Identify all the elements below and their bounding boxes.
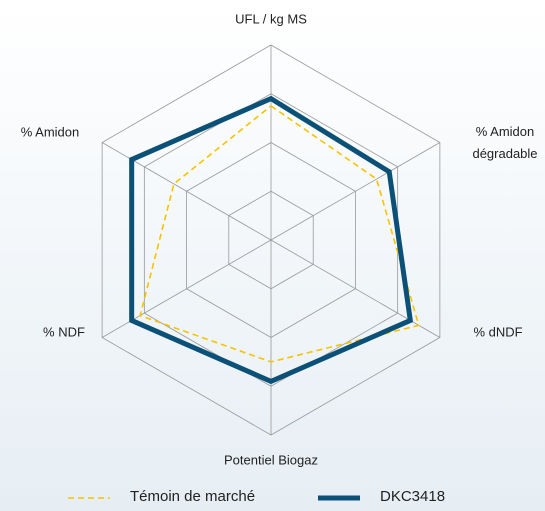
radar-series (129, 95, 414, 385)
axis-label: % Amidon dégradable (472, 124, 537, 161)
axis-label: % NDF (43, 324, 85, 339)
spoke (270, 142, 441, 241)
axis-label: % dNDF (473, 324, 522, 339)
legend-label: Témoin de marché (130, 488, 255, 505)
axis-label: % Amidon (21, 124, 80, 139)
axis-label: Potentiel Biogaz (224, 452, 318, 467)
radar-series (139, 104, 420, 363)
legend-label: DKC3418 (380, 488, 445, 505)
axis-label: UFL / kg MS (235, 11, 307, 26)
